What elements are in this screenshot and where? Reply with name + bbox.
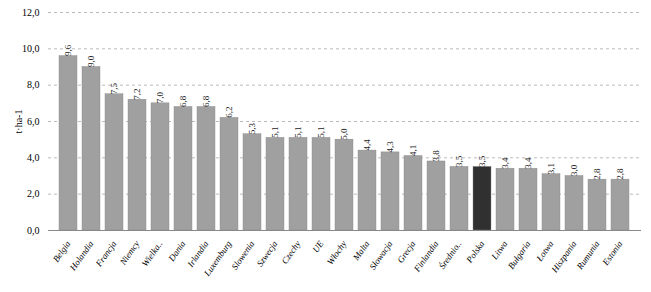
svg-text:Litwa: Litwa xyxy=(489,238,510,262)
svg-text:Włochy: Włochy xyxy=(325,239,349,267)
svg-text:6,8: 6,8 xyxy=(178,95,188,107)
svg-text:Słowacja: Słowacja xyxy=(367,238,394,271)
svg-text:6,8: 6,8 xyxy=(201,95,211,107)
svg-text:5,1: 5,1 xyxy=(316,127,326,138)
svg-text:3,4: 3,4 xyxy=(523,157,533,169)
svg-text:Niemcy: Niemcy xyxy=(117,239,141,268)
svg-text:Łotwa: Łotwa xyxy=(534,238,556,263)
svg-text:7,2: 7,2 xyxy=(132,88,142,99)
svg-text:3,5: 3,5 xyxy=(454,155,464,167)
svg-text:Czechy: Czechy xyxy=(279,239,302,266)
svg-text:5,0: 5,0 xyxy=(339,128,349,140)
svg-text:Holandia: Holandia xyxy=(67,238,96,273)
svg-text:4,0: 4,0 xyxy=(27,152,40,163)
svg-text:10,0: 10,0 xyxy=(22,43,40,54)
svg-text:0,0: 0,0 xyxy=(27,225,40,236)
svg-text:6,2: 6,2 xyxy=(224,107,234,118)
svg-text:Bułgaria: Bułgaria xyxy=(506,238,533,270)
svg-text:6,0: 6,0 xyxy=(27,116,40,127)
svg-text:3,1: 3,1 xyxy=(546,163,556,174)
svg-text:5,1: 5,1 xyxy=(270,127,280,138)
svg-text:Hiszpania: Hiszpania xyxy=(549,238,579,275)
svg-text:5,3: 5,3 xyxy=(247,122,257,134)
svg-text:9,0: 9,0 xyxy=(86,55,96,67)
svg-text:Średnio..: Średnio.. xyxy=(437,239,464,271)
svg-text:3,0: 3,0 xyxy=(569,164,579,176)
svg-text:3,4: 3,4 xyxy=(500,157,510,169)
svg-text:2,8: 2,8 xyxy=(592,168,602,180)
svg-text:9,6: 9,6 xyxy=(63,44,73,56)
svg-text:4,4: 4,4 xyxy=(362,139,372,151)
svg-text:Wielka..: Wielka.. xyxy=(140,239,165,268)
svg-text:t·ha-1: t·ha-1 xyxy=(13,110,24,134)
svg-text:Irlandia: Irlandia xyxy=(185,238,211,269)
svg-text:2,0: 2,0 xyxy=(27,188,40,199)
svg-text:7,0: 7,0 xyxy=(155,92,165,104)
svg-text:4,3: 4,3 xyxy=(385,141,395,153)
svg-text:3,5: 3,5 xyxy=(477,155,487,167)
svg-text:Finlandia: Finlandia xyxy=(411,238,440,274)
svg-text:UE: UE xyxy=(310,238,325,254)
svg-text:3,8: 3,8 xyxy=(431,150,441,162)
svg-text:Estonia: Estonia xyxy=(600,238,625,267)
svg-text:4,1: 4,1 xyxy=(408,145,418,156)
svg-text:Rumunia: Rumunia xyxy=(574,238,602,272)
svg-text:Grecja: Grecja xyxy=(395,238,418,264)
svg-text:8,0: 8,0 xyxy=(27,79,40,90)
svg-text:5,1: 5,1 xyxy=(293,127,303,138)
svg-text:Belgia: Belgia xyxy=(51,238,73,263)
svg-text:Francja: Francja xyxy=(93,238,119,269)
svg-text:Szwecja: Szwecja xyxy=(255,238,280,268)
svg-text:Slowenia: Slowenia xyxy=(229,238,256,271)
svg-text:2,8: 2,8 xyxy=(615,168,625,180)
svg-text:Polska: Polska xyxy=(464,238,487,265)
svg-text:7,5: 7,5 xyxy=(109,83,119,95)
svg-text:Malta: Malta xyxy=(350,238,371,263)
svg-text:Luxemburg: Luxemburg xyxy=(201,238,233,278)
svg-text:12,0: 12,0 xyxy=(22,7,40,18)
svg-text:Dania: Dania xyxy=(166,238,188,263)
